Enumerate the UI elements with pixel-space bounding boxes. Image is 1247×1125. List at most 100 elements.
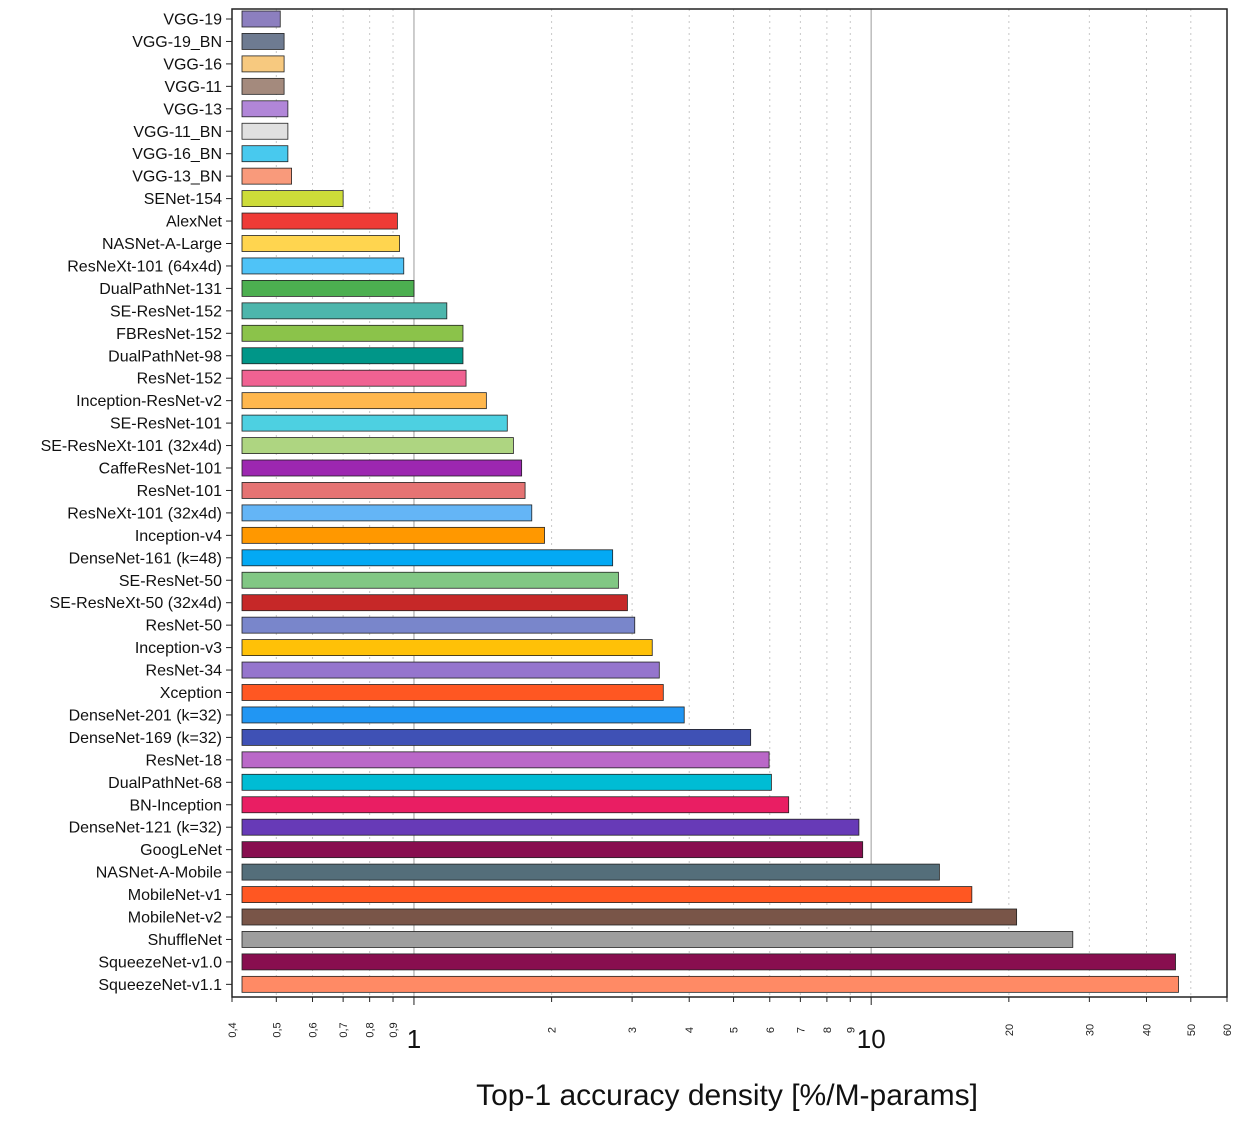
category-label: AlexNet bbox=[166, 214, 223, 231]
x-tick-label: 20 bbox=[1004, 1024, 1016, 1036]
bar-vgg-16 bbox=[241, 55, 285, 73]
bar-se-resnet-152 bbox=[241, 302, 448, 320]
bar-resnet-152 bbox=[241, 369, 467, 387]
bar-dualpathnet-98 bbox=[241, 347, 464, 365]
category-label: SENet-154 bbox=[144, 191, 222, 208]
category-label: DenseNet-121 (k=32) bbox=[69, 820, 222, 837]
category-label: FBResNet-152 bbox=[116, 326, 222, 343]
category-label: SqueezeNet-v1.0 bbox=[98, 954, 222, 971]
category-label: DenseNet-169 (k=32) bbox=[69, 730, 222, 747]
x-axis-ticks: 0,4 0,5 0,6 0,7 0,8 0,9 1 2 3 4 5 6 7 8 9 10 20 30 40 50 60 bbox=[227, 997, 1234, 1054]
x-tick-label: 3 bbox=[627, 1027, 639, 1033]
bar-shufflenet bbox=[241, 931, 1074, 948]
category-label: Inception-v3 bbox=[135, 640, 222, 657]
category-label: Inception-ResNet-v2 bbox=[76, 393, 222, 410]
category-label: ShuffleNet bbox=[148, 932, 223, 949]
bar-dualpathnet-131 bbox=[241, 279, 415, 297]
category-label: ResNet-18 bbox=[146, 752, 223, 769]
bar-densenet-169-k-32 bbox=[241, 729, 752, 746]
x-tick-label: 2 bbox=[547, 1027, 559, 1033]
bar-se-resnext-101-32x4d bbox=[241, 437, 514, 454]
bar-vgg-11 bbox=[241, 77, 285, 95]
category-label: ResNeXt-101 (64x4d) bbox=[67, 258, 222, 275]
x-tick-label: 6 bbox=[765, 1027, 777, 1033]
bar-vgg-11-bn bbox=[241, 122, 289, 140]
category-label: VGG-11 bbox=[165, 79, 223, 96]
category-label: CaffeResNet-101 bbox=[99, 461, 222, 478]
category-label: VGG-16 bbox=[163, 56, 222, 73]
bar-vgg-16-bn bbox=[241, 145, 289, 163]
bar-bn-inception bbox=[241, 796, 790, 814]
x-tick-label: 30 bbox=[1084, 1024, 1096, 1036]
plot-frame bbox=[231, 8, 1228, 998]
bar-nasnet-a-large bbox=[241, 235, 400, 252]
category-label: ResNet-152 bbox=[137, 371, 222, 388]
bar-resnet-34 bbox=[241, 661, 660, 679]
category-label: VGG-11_BN bbox=[133, 124, 222, 141]
x-tick-label: 7 bbox=[795, 1027, 807, 1033]
x-tick-label: 40 bbox=[1141, 1024, 1153, 1036]
category-label: BN-Inception bbox=[130, 797, 223, 814]
category-label: Inception-v4 bbox=[135, 528, 222, 545]
bar-mobilenet-v1 bbox=[241, 886, 973, 903]
bar-vgg-13 bbox=[241, 100, 289, 118]
x-tick-label: 4 bbox=[684, 1027, 696, 1033]
bar-inception-v3 bbox=[241, 639, 653, 656]
bar-densenet-121-k-32 bbox=[241, 818, 860, 836]
bar-densenet-161-k-48 bbox=[241, 549, 614, 567]
x-tick-label: 0,5 bbox=[271, 1022, 283, 1037]
bar-inception-v4 bbox=[241, 526, 545, 544]
category-label: NASNet-A-Mobile bbox=[96, 865, 222, 882]
x-axis-title: Top-1 accuracy density [%/M-params] bbox=[476, 1079, 978, 1112]
bar-resnext-101-64x4d bbox=[241, 257, 405, 275]
category-label: DualPathNet-131 bbox=[99, 281, 222, 298]
bar-xception bbox=[241, 684, 664, 701]
category-label: VGG-13 bbox=[163, 101, 222, 118]
bar-nasnet-a-mobile bbox=[241, 863, 940, 881]
category-label: DualPathNet-68 bbox=[108, 775, 222, 792]
x-tick-label: 9 bbox=[845, 1027, 857, 1033]
bar-mobilenet-v2 bbox=[241, 908, 1018, 926]
category-label: SE-ResNet-101 bbox=[110, 416, 222, 433]
category-label: NASNet-A-Large bbox=[102, 236, 222, 253]
x-tick-label: 0,8 bbox=[365, 1022, 377, 1037]
bar-se-resnet-50 bbox=[241, 571, 619, 589]
x-tick-label: 0,4 bbox=[227, 1022, 239, 1037]
category-label: SE-ResNeXt-50 (32x4d) bbox=[49, 595, 222, 612]
x-tick-label: 10 bbox=[857, 1024, 886, 1054]
category-label: VGG-19_BN bbox=[132, 34, 222, 51]
bars bbox=[241, 10, 1179, 993]
x-tick-label: 5 bbox=[729, 1027, 741, 1033]
x-tick-label: 0,9 bbox=[388, 1022, 400, 1037]
bar-dualpathnet-68 bbox=[241, 773, 772, 791]
bar-resnet-50 bbox=[241, 616, 636, 634]
category-label: MobileNet-v1 bbox=[128, 887, 222, 904]
category-label: VGG-16_BN bbox=[132, 146, 222, 163]
bar-se-resnext-50-32x4d bbox=[241, 594, 628, 612]
x-tick-label: 50 bbox=[1186, 1024, 1198, 1036]
bar-fbresnet-152 bbox=[241, 324, 464, 342]
category-label: VGG-19 bbox=[163, 12, 222, 29]
category-label: DualPathNet-98 bbox=[108, 348, 222, 365]
bar-vgg-13-bn bbox=[241, 167, 292, 185]
category-label: DenseNet-201 (k=32) bbox=[69, 707, 222, 724]
bar-squeezenet-v1-1 bbox=[241, 975, 1179, 993]
bar-resnet-101 bbox=[241, 482, 526, 499]
category-label: MobileNet-v2 bbox=[128, 910, 222, 927]
x-tick-label: 8 bbox=[822, 1027, 834, 1033]
bar-se-resnet-101 bbox=[241, 414, 508, 432]
x-tick-label: 60 bbox=[1222, 1024, 1234, 1036]
category-label: DenseNet-161 (k=48) bbox=[69, 550, 222, 567]
bar-senet-154 bbox=[241, 190, 344, 208]
category-label: ResNeXt-101 (32x4d) bbox=[67, 505, 222, 522]
x-tick-label: 0,7 bbox=[338, 1022, 350, 1037]
category-label: SqueezeNet-v1.1 bbox=[98, 977, 222, 994]
category-label: SE-ResNet-152 bbox=[110, 303, 222, 320]
category-label: ResNet-101 bbox=[137, 483, 222, 500]
category-label: Xception bbox=[160, 685, 222, 702]
category-label: GoogLeNet bbox=[140, 842, 222, 859]
bar-densenet-201-k-32 bbox=[241, 706, 685, 724]
category-label: SE-ResNeXt-101 (32x4d) bbox=[41, 438, 222, 455]
bar-resnet-18 bbox=[241, 751, 770, 769]
